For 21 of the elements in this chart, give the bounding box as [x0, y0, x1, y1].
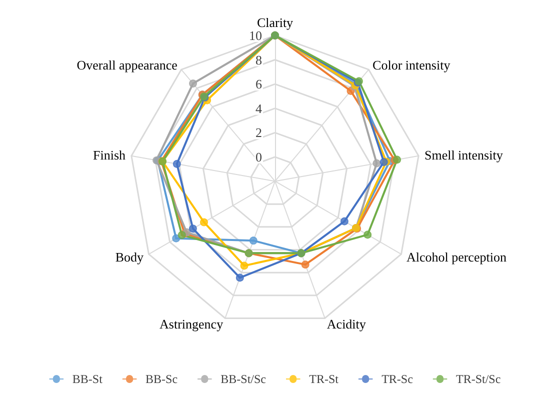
y-tick-label: 6	[256, 76, 262, 92]
y-tick-label: 10	[249, 28, 262, 43]
spoke-label: Clarity	[256, 15, 294, 30]
spoke-label: Alcohol perception	[406, 250, 507, 265]
spoke-label: Body	[115, 250, 144, 265]
spoke-label: Color intensity	[372, 57, 451, 72]
y-tick-label: 2	[256, 125, 262, 140]
spoke-label: Overall appearance	[76, 57, 178, 72]
spoke-label: Acidity	[326, 316, 366, 332]
legend-label: TR-St	[309, 372, 340, 386]
legend-label: TR-St/Sc	[456, 372, 501, 386]
y-tick-label: 4	[256, 100, 262, 116]
legend-label: BB-St/Sc	[220, 372, 266, 386]
y-tick-label: 0	[256, 149, 262, 164]
spoke-label: Astringency	[160, 316, 224, 332]
legend-label: BB-Sc	[146, 372, 178, 386]
spoke-label: Smell intensity	[424, 147, 504, 162]
spoke-label: Finish	[93, 147, 126, 162]
legend-label: BB-St	[72, 372, 104, 386]
y-tick-label: 8	[256, 52, 262, 68]
legend-label: TR-Sc	[382, 372, 413, 386]
